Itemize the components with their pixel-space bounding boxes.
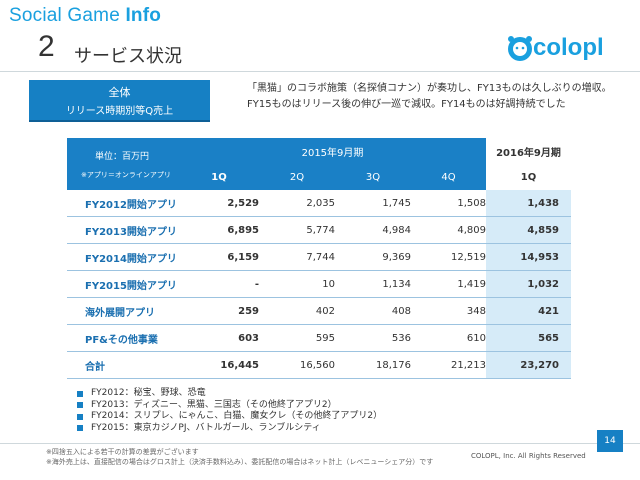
table-cell: 610	[411, 324, 486, 352]
bullet-text: FY2015：東京カジノPJ、バトルガール、ランブルシティ	[91, 422, 321, 433]
table-row: FY2014開始アプリ 6,159 7,744 9,369 12,519 14,…	[67, 243, 571, 271]
table-header-row-2: 1Q 2Q 3Q 4Q 1Q	[67, 164, 571, 190]
list-item: FY2012：秘宝、野球、恐竜	[77, 388, 382, 400]
table-cell: 402	[259, 297, 335, 325]
header-title-bold: Info	[125, 5, 162, 26]
unit-note: ※アプリ＝オンラインアプリ	[81, 170, 171, 179]
bullet-text: FY2012：秘宝、野球、恐竜	[91, 388, 206, 398]
header-title: Social Game Info	[9, 5, 161, 27]
table-cell: 408	[335, 297, 411, 325]
unit-label: 単位：百万円	[95, 151, 150, 162]
table-row: FY2015開始アプリ - 10 1,134 1,419 1,032	[67, 270, 571, 298]
period-2015-header: 2015年9月期	[179, 138, 486, 164]
footnote: ※海外売上は、直接配信の場合はグロス計上（決済手数料込み）、委託配信の場合はネッ…	[46, 458, 434, 466]
table-cell: 21,213	[411, 351, 486, 379]
list-item: FY2013：ディズニー、黒猫、三国志（その他終了アプリ2）	[77, 400, 382, 412]
footer-divider	[0, 443, 640, 444]
bullet-text: FY2014：スリプレ、にゃんこ、白猫、魔女クレ（その他終了アプリ2）	[91, 411, 383, 421]
logo-text: colopl	[533, 34, 604, 61]
row-label: FY2013開始アプリ	[67, 216, 179, 244]
row-label: FY2012開始アプリ	[67, 190, 179, 217]
section-number: 2	[38, 30, 55, 63]
table-cell: 6,895	[179, 216, 259, 244]
table-cell: 2,035	[259, 190, 335, 217]
header-divider	[0, 71, 640, 72]
unit-cell: 単位：百万円 ※アプリ＝オンラインアプリ	[67, 138, 179, 190]
summary-box-subtitle: リリース時期別等Q売上	[65, 106, 174, 117]
colopl-logo: colopl	[505, 33, 615, 63]
summary-box: 全体 リリース時期別等Q売上	[29, 80, 210, 122]
table-cell: 1,745	[335, 190, 411, 217]
table-cell: -	[179, 270, 259, 298]
table-cell: 421	[486, 297, 571, 325]
sales-table: 単位：百万円 ※アプリ＝オンラインアプリ 2015年9月期 2016年9月期 1…	[67, 138, 571, 379]
table-cell: 4,809	[411, 216, 486, 244]
footnotes: ※四捨五入による若干の計算の差異がございます ※海外売上は、直接配信の場合はグロ…	[46, 447, 433, 467]
table-cell: 4,984	[335, 216, 411, 244]
table-cell: 16,445	[179, 351, 259, 379]
table-cell: 536	[335, 324, 411, 352]
table-cell: 10	[259, 270, 335, 298]
table-cell: 565	[486, 324, 571, 352]
table-cell: 595	[259, 324, 335, 352]
table-cell: 12,519	[411, 243, 486, 271]
period-2016-header: 2016年9月期	[486, 138, 571, 164]
header-title-light: Social Game	[9, 5, 126, 26]
table-cell: 1,419	[411, 270, 486, 298]
table-cell: 18,176	[335, 351, 411, 379]
table-cell: 1,508	[411, 190, 486, 217]
table-row: 海外展開アプリ 259 402 408 348 421	[67, 297, 571, 325]
table-cell: 2,529	[179, 190, 259, 217]
table-cell: 9,369	[335, 243, 411, 271]
footnote: ※四捨五入による若干の計算の差異がございます	[46, 448, 199, 456]
quarter-header: 2Q	[259, 164, 335, 190]
table-cell: 5,774	[259, 216, 335, 244]
quarter-header: 1Q	[179, 164, 259, 190]
table-cell: 259	[179, 297, 259, 325]
table-cell: 1,032	[486, 270, 571, 298]
table-cell: 348	[411, 297, 486, 325]
list-item: FY2015：東京カジノPJ、バトルガール、ランブルシティ	[77, 423, 382, 435]
table-cell: 14,953	[486, 243, 571, 271]
table-cell: 1,134	[335, 270, 411, 298]
table-cell: 603	[179, 324, 259, 352]
row-label: FY2014開始アプリ	[67, 243, 179, 271]
quarter-header: 4Q	[411, 164, 486, 190]
table-cell: 16,560	[259, 351, 335, 379]
row-label: FY2015開始アプリ	[67, 270, 179, 298]
table-cell: 1,438	[486, 190, 571, 217]
row-label: PF&その他事業	[67, 324, 179, 352]
table-row: FY2013開始アプリ 6,895 5,774 4,984 4,809 4,85…	[67, 216, 571, 244]
table-cell: 23,270	[486, 351, 571, 379]
page-number: 14	[597, 430, 623, 452]
section-title: サービス状況	[74, 46, 182, 67]
table-cell: 7,744	[259, 243, 335, 271]
table-row: FY2012開始アプリ 2,529 2,035 1,745 1,508 1,43…	[67, 190, 571, 217]
table-cell: 4,859	[486, 216, 571, 244]
table-row-total: 合計 16,445 16,560 18,176 21,213 23,270	[67, 351, 571, 379]
bullet-square-icon	[77, 402, 83, 409]
bullet-square-icon	[77, 425, 83, 432]
table-row: PF&その他事業 603 595 536 610 565	[67, 324, 571, 352]
copyright-text: COLOPL, Inc. All Rights Reserved	[471, 452, 586, 460]
bullet-text: FY2013：ディズニー、黒猫、三国志（その他終了アプリ2）	[91, 399, 337, 410]
quarter-header-current: 1Q	[486, 164, 571, 190]
bullet-square-icon	[77, 390, 83, 397]
table-cell: 6,159	[179, 243, 259, 271]
colopl-logo-icon	[508, 36, 532, 61]
bullet-square-icon	[77, 413, 83, 420]
row-label-total: 合計	[67, 351, 179, 379]
description-text: 「黒猫」のコラボ施策（名探偵コナン）が奏功し、FY13ものは久しぶりの増収。FY…	[247, 83, 612, 110]
app-bullet-list: FY2012：秘宝、野球、恐竜 FY2013：ディズニー、黒猫、三国志（その他終…	[77, 388, 382, 434]
table-header-row-1: 単位：百万円 ※アプリ＝オンラインアプリ 2015年9月期 2016年9月期	[67, 138, 571, 190]
quarter-header: 3Q	[335, 164, 411, 190]
summary-box-title: 全体	[108, 86, 131, 99]
list-item: FY2014：スリプレ、にゃんこ、白猫、魔女クレ（その他終了アプリ2）	[77, 411, 382, 423]
row-label: 海外展開アプリ	[67, 297, 179, 325]
